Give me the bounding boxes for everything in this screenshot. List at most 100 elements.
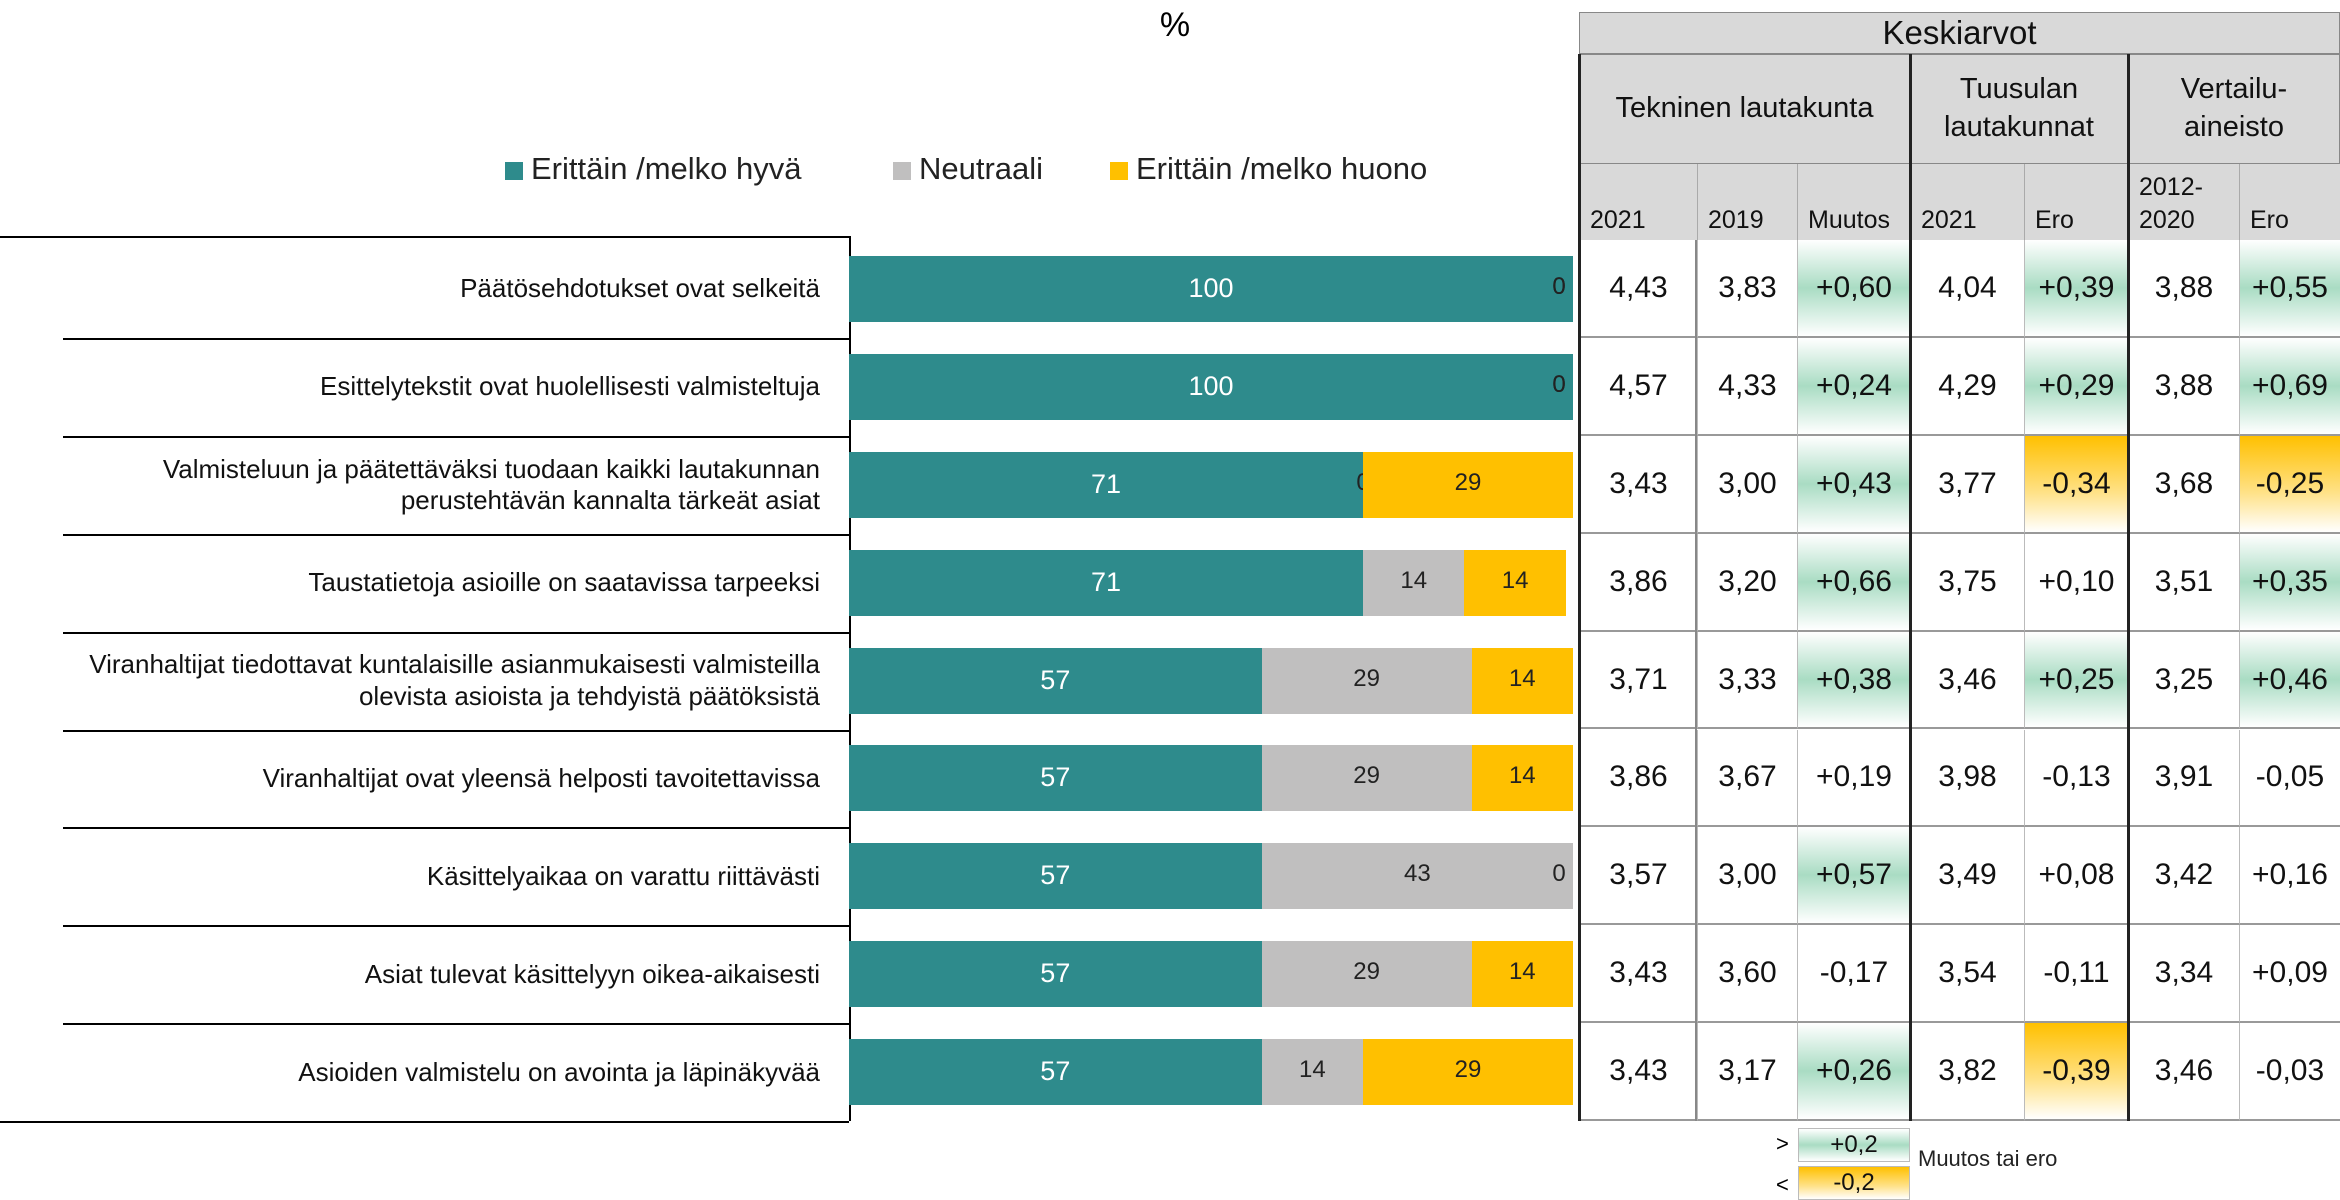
bar-value-label: 29 bbox=[1454, 468, 1482, 496]
group-divider bbox=[2127, 54, 2130, 1122]
bar-segment bbox=[849, 745, 1262, 812]
row-separator bbox=[63, 729, 849, 732]
table-cell: +0,29 bbox=[2024, 337, 2128, 436]
bar-segment bbox=[849, 647, 1262, 714]
table-cell: +0,55 bbox=[2239, 240, 2340, 338]
bar-segment bbox=[1363, 549, 1465, 616]
bar-segment bbox=[1471, 745, 1573, 812]
table-cell: 3,17 bbox=[1697, 1023, 1797, 1122]
table-cell: 3,00 bbox=[1697, 827, 1797, 926]
bar-value-label: 57 bbox=[1040, 958, 1071, 989]
table-cell: +0,09 bbox=[2239, 925, 2340, 1024]
table-cell: +0,57 bbox=[1797, 827, 1910, 926]
bar-value-label: 71 bbox=[1090, 566, 1122, 597]
bar-segment bbox=[849, 451, 1364, 518]
table-cell: +0,08 bbox=[2024, 827, 2128, 926]
bar-segment bbox=[1471, 647, 1573, 714]
row-separator bbox=[63, 1023, 849, 1026]
table-cell: 3,83 bbox=[1697, 240, 1797, 338]
footnote-symbol: < bbox=[1776, 1172, 1789, 1197]
table-cell: -0,25 bbox=[2239, 435, 2340, 534]
table-cell: +0,38 bbox=[1797, 631, 1910, 730]
footnote-symbol: > bbox=[1776, 1131, 1789, 1156]
table-cell: +0,69 bbox=[2239, 337, 2340, 436]
bar-segment bbox=[1261, 941, 1472, 1008]
bar-value-label: 57 bbox=[1040, 664, 1071, 695]
bar-segment bbox=[1261, 1039, 1364, 1106]
legend-label: Erittäin /melko hyvä bbox=[531, 151, 802, 186]
table-cell: +0,60 bbox=[1797, 240, 1910, 338]
group-divider bbox=[1578, 54, 1581, 1122]
table-cell: 3,46 bbox=[1910, 631, 2024, 730]
footnote-label: Muutos tai ero bbox=[1918, 1146, 2058, 1171]
footnote-box: -0,2 bbox=[1798, 1166, 1910, 1200]
bar-value-label: 0 bbox=[1552, 272, 1566, 300]
bar-segment bbox=[1363, 451, 1573, 518]
bar-value-label: 0 bbox=[1552, 370, 1566, 398]
bar-value-label: 14 bbox=[1508, 762, 1536, 790]
table-cell: 3,60 bbox=[1697, 925, 1797, 1024]
table-cell: 3,51 bbox=[2128, 533, 2239, 632]
table-cell: 3,20 bbox=[1697, 533, 1797, 632]
category-label: Taustatietoja asioille on saatavissa tar… bbox=[308, 567, 820, 598]
bar-value-label: 57 bbox=[1040, 860, 1071, 891]
group-header: Vertailu-aineisto bbox=[2128, 54, 2340, 164]
table-cell: 3,43 bbox=[1579, 435, 1697, 534]
table-cell: 3,77 bbox=[1910, 435, 2024, 534]
category-label: Viranhaltijat ovat yleensä helposti tavo… bbox=[262, 762, 820, 793]
table-cell: 3,42 bbox=[2128, 827, 2239, 926]
category-label: Päätösehdotukset ovat selkeitä bbox=[460, 273, 820, 304]
column-header: 2012-2020 bbox=[2128, 164, 2239, 240]
category-label: Asiat tulevat käsittelyyn oikea-aikaises… bbox=[364, 958, 820, 989]
table-cell: 3,25 bbox=[2128, 631, 2239, 730]
bar-value-label: 29 bbox=[1353, 664, 1380, 692]
bar-value-label: 0 bbox=[1552, 860, 1566, 888]
table-title: Keskiarvot bbox=[1579, 12, 2340, 54]
table-cell: +0,24 bbox=[1797, 337, 1910, 436]
bar-value-label: 100 bbox=[1188, 272, 1234, 303]
bar-segment bbox=[849, 549, 1364, 616]
bar-value-label: 14 bbox=[1508, 958, 1536, 986]
bar-value-label: 100 bbox=[1188, 370, 1234, 401]
table-cell: 3,68 bbox=[2128, 435, 2239, 534]
table-cell: 3,86 bbox=[1579, 533, 1697, 632]
table-cell: 3,98 bbox=[1910, 729, 2024, 828]
bar-segment bbox=[1261, 843, 1573, 910]
bar-value-label: 14 bbox=[1299, 1056, 1326, 1084]
legend-swatch bbox=[505, 162, 523, 180]
bar-segment bbox=[1363, 1039, 1573, 1106]
table-cell: -0,05 bbox=[2239, 729, 2340, 828]
row-separator bbox=[0, 236, 849, 238]
table-cell: +0,26 bbox=[1797, 1023, 1910, 1122]
table-cell: 4,04 bbox=[1910, 240, 2024, 338]
bar-value-label: 0 bbox=[1552, 272, 1566, 300]
bar-value-label: 29 bbox=[1454, 1056, 1482, 1084]
row-separator bbox=[63, 827, 849, 830]
bar-segment bbox=[849, 941, 1262, 1008]
table-cell: +0,19 bbox=[1797, 729, 1910, 828]
row-separator bbox=[63, 925, 849, 928]
bar-value-label: 57 bbox=[1040, 762, 1071, 793]
table-cell: 3,57 bbox=[1579, 827, 1697, 926]
table-cell: 3,67 bbox=[1697, 729, 1797, 828]
column-header: Muutos bbox=[1797, 164, 1910, 240]
legend-label: Erittäin /melko huono bbox=[1136, 151, 1428, 186]
table-subdivider bbox=[1695, 240, 1697, 1122]
table-cell: 3,34 bbox=[2128, 925, 2239, 1024]
table-cell: -0,39 bbox=[2024, 1023, 2128, 1122]
table-cell: +0,39 bbox=[2024, 240, 2128, 338]
group-divider bbox=[1909, 54, 1912, 1122]
bar-value-label: 29 bbox=[1353, 762, 1380, 790]
bar-value-label: 71 bbox=[1090, 468, 1122, 499]
table-cell: +0,43 bbox=[1797, 435, 1910, 534]
table-cell: +0,16 bbox=[2239, 827, 2340, 926]
table-cell: 3,43 bbox=[1579, 925, 1697, 1024]
table-cell: 4,29 bbox=[1910, 337, 2024, 436]
table-cell: +0,25 bbox=[2024, 631, 2128, 730]
bar-segment bbox=[849, 843, 1262, 910]
table-cell: 3,46 bbox=[2128, 1023, 2239, 1122]
row-separator bbox=[0, 1121, 849, 1124]
legend-label: Neutraali bbox=[919, 151, 1044, 186]
x-axis-label: % bbox=[1159, 6, 1191, 44]
table-cell: +0,46 bbox=[2239, 631, 2340, 730]
